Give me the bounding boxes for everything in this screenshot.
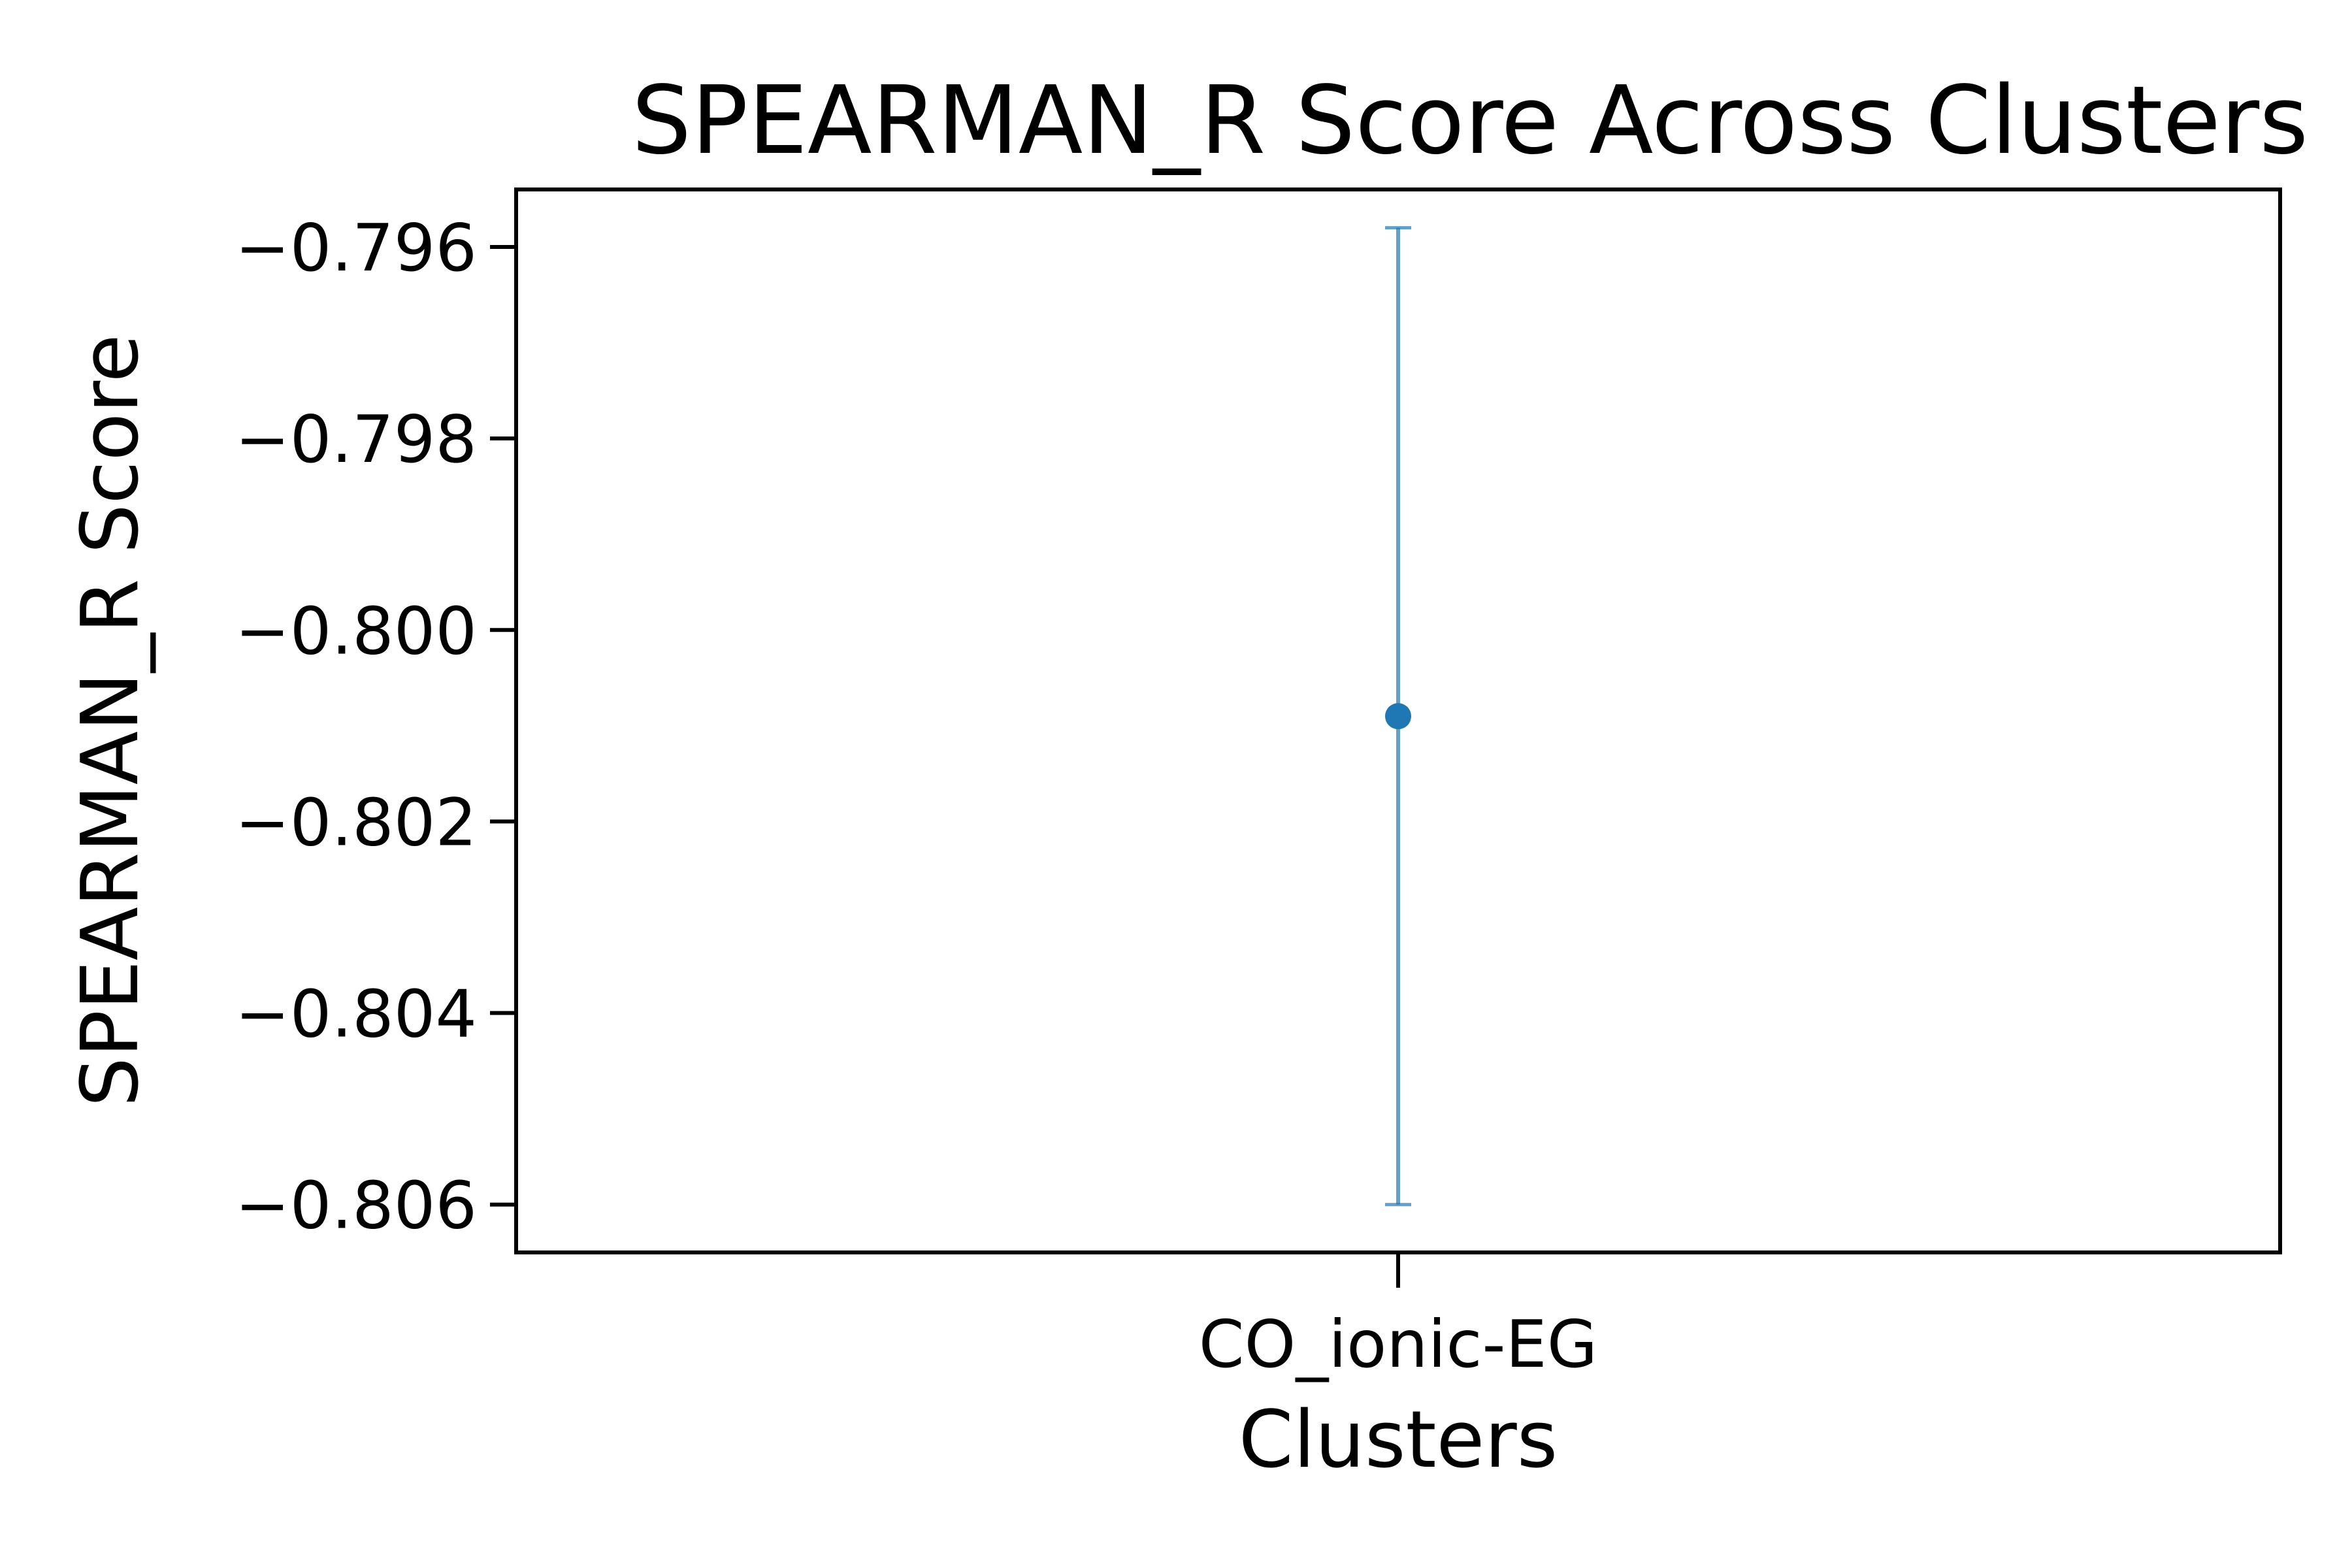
y-axis: −0.796 −0.798 −0.800 −0.802 −0.804 −0.806 (235, 210, 516, 1244)
y-tick-label: −0.802 (235, 784, 477, 860)
y-axis-label: SPEARMAN_R Score (65, 335, 156, 1107)
data-point (1385, 703, 1411, 730)
x-axis: CO_ionic-EG (1199, 1252, 1597, 1382)
chart-title: SPEARMAN_R Score Across Clusters (632, 65, 2308, 175)
y-tick-label: −0.804 (235, 976, 477, 1053)
x-axis-label: Clusters (1239, 1395, 1558, 1486)
y-tick-label: −0.798 (235, 401, 477, 478)
y-tick-label: −0.796 (235, 210, 477, 286)
data-layer (1385, 226, 1411, 1207)
y-tick-label: −0.806 (235, 1168, 477, 1244)
y-tick-label: −0.800 (235, 593, 477, 669)
x-tick-label: CO_ionic-EG (1199, 1306, 1597, 1382)
